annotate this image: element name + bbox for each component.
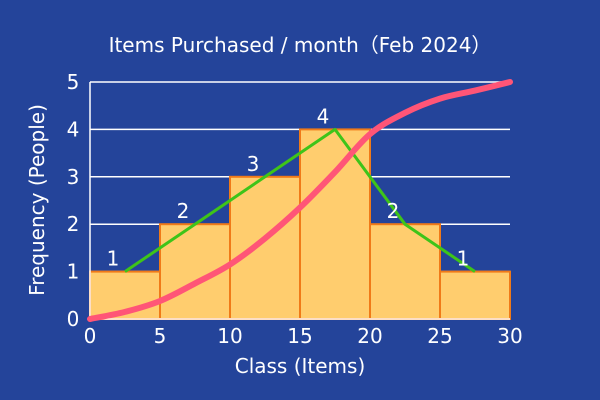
chart-title: Items Purchased / month（Feb 2024） — [109, 33, 492, 57]
x-tick-20: 20 — [357, 324, 382, 348]
x-axis-label: Class (Items) — [235, 354, 366, 378]
y-tick-2: 2 — [67, 212, 80, 236]
bar-4 — [369, 223, 441, 320]
x-tick-labels: 0 5 10 15 20 25 30 — [84, 324, 523, 348]
polygon-line — [124, 127, 476, 273]
axes — [89, 82, 510, 320]
x-tick-30: 30 — [497, 324, 522, 348]
bar-value-label-5: 1 — [457, 247, 470, 271]
y-tick-0: 0 — [67, 307, 80, 331]
y-axis-label: Frequency (People) — [25, 104, 49, 296]
cumulative-curve — [87, 79, 513, 322]
curve-line — [87, 79, 513, 322]
y-tick-5: 5 — [67, 70, 80, 94]
bar-value-label-1: 2 — [177, 199, 190, 223]
x-tick-5: 5 — [154, 324, 167, 348]
bar-value-label-0: 1 — [107, 247, 120, 271]
y-tick-4: 4 — [67, 117, 80, 141]
x-tick-10: 10 — [217, 324, 242, 348]
bar-5 — [439, 270, 511, 321]
bar-3 — [299, 128, 371, 320]
x-tick-15: 15 — [287, 324, 312, 348]
bar-value-label-2: 3 — [247, 152, 260, 176]
bar-2 — [229, 175, 301, 320]
x-tick-0: 0 — [84, 324, 97, 348]
frequency-polygon — [124, 127, 476, 273]
bar-value-labels: 1 2 3 4 2 1 — [107, 104, 470, 270]
bar-value-label-4: 2 — [387, 199, 400, 223]
y-tick-labels: 0 1 2 3 4 5 — [67, 70, 80, 331]
y-tick-1: 1 — [67, 260, 80, 284]
x-tick-25: 25 — [427, 324, 452, 348]
bar-value-label-3: 4 — [317, 104, 330, 128]
y-tick-3: 3 — [67, 165, 80, 189]
